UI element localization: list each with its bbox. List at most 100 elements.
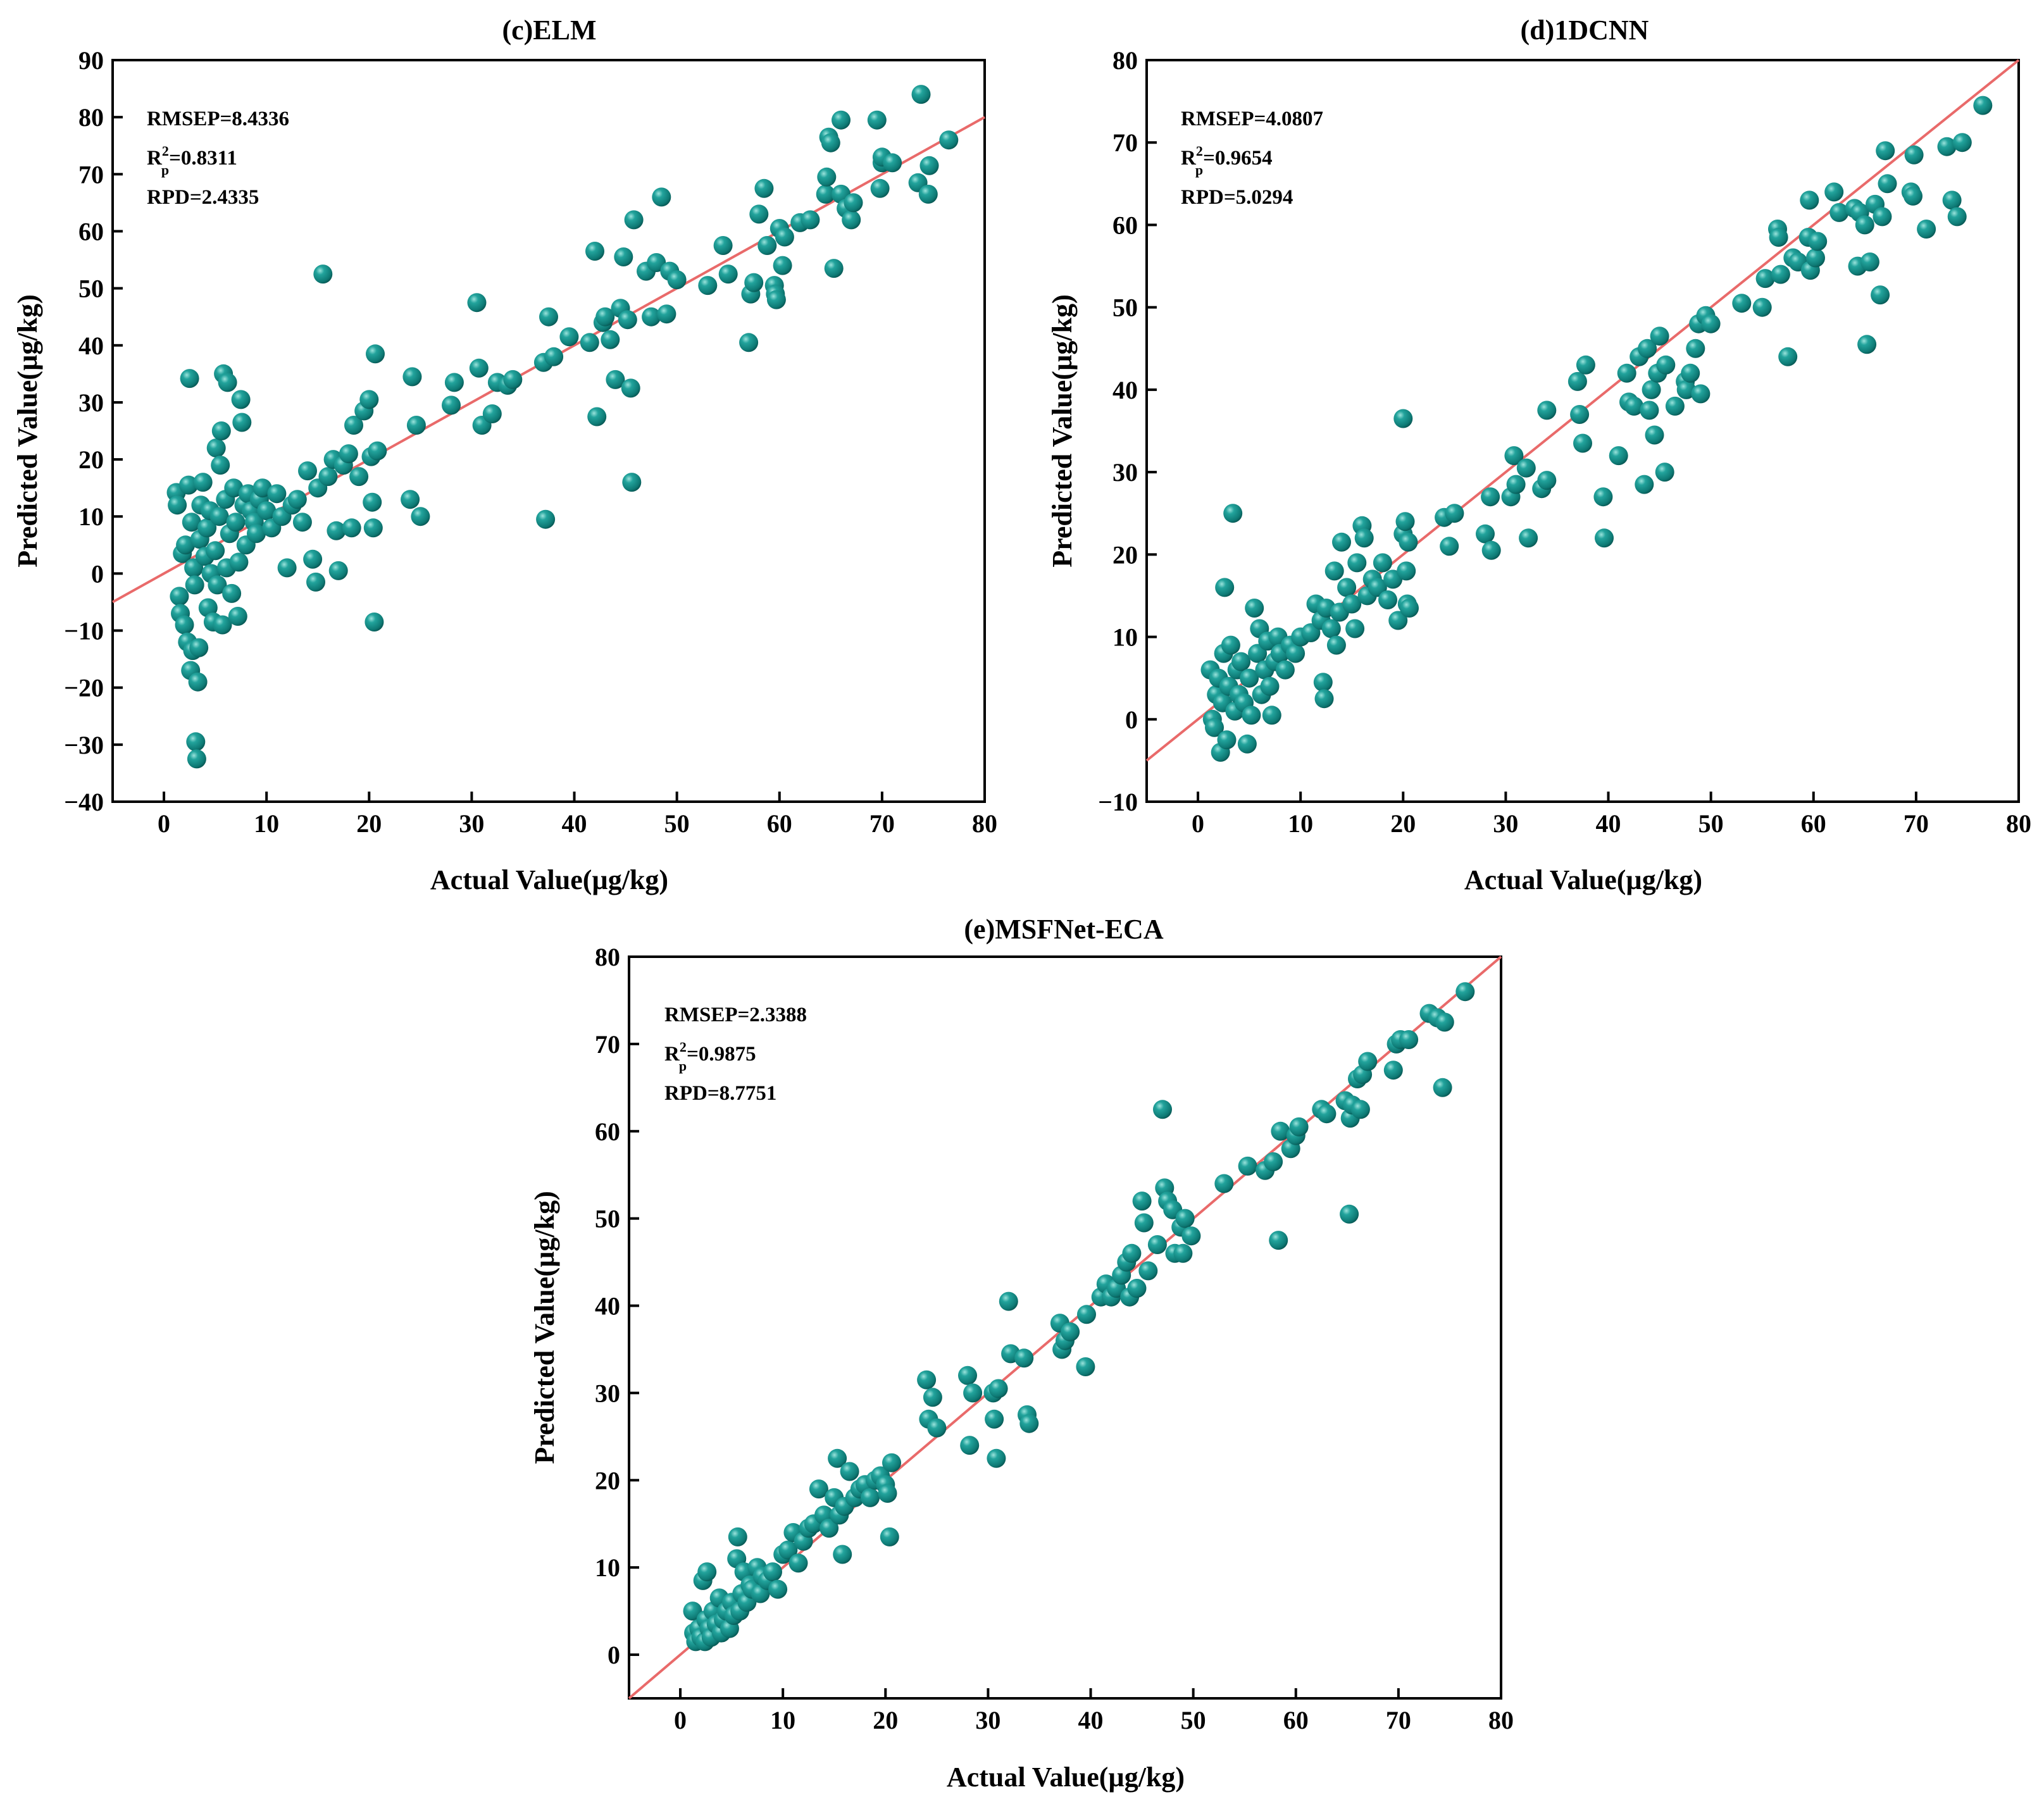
data-point	[1138, 1261, 1158, 1281]
data-point	[1691, 384, 1711, 404]
data-point	[287, 490, 307, 509]
x-tick-label: 20	[1390, 809, 1416, 838]
data-point	[601, 330, 620, 349]
data-point	[344, 416, 363, 435]
panel-1dcnn: (d)1DCNN 0 10 20 30 40 50 60 70 80 −10 0 10 20 30 40 5…	[1047, 15, 2031, 895]
data-point	[1808, 232, 1828, 251]
y-tick-label: −10	[1098, 788, 1138, 816]
data-point	[1399, 532, 1418, 552]
data-point	[313, 264, 333, 284]
y-tick-label: 0	[1125, 706, 1138, 734]
data-point	[1576, 355, 1595, 375]
x-tick-label: 80	[2006, 809, 2031, 838]
data-point	[754, 178, 774, 198]
x-ticks: 0 10 20 30 40 50 60 70 80	[1192, 792, 2031, 838]
data-point	[168, 495, 187, 515]
data-point	[778, 1540, 798, 1560]
data-point	[1476, 524, 1495, 544]
x-tick-label: 60	[1283, 1706, 1309, 1734]
data-point	[218, 373, 237, 392]
x-tick-label: 60	[767, 809, 792, 838]
data-point	[1400, 599, 1419, 618]
data-point	[1433, 1078, 1452, 1097]
data-point	[1516, 458, 1536, 478]
data-point	[1378, 590, 1397, 609]
data-point	[1937, 137, 1957, 156]
data-point	[1857, 335, 1877, 354]
data-point	[766, 290, 786, 309]
data-point	[1640, 401, 1659, 420]
data-point	[1181, 1226, 1201, 1246]
r2-subscript: p	[679, 1058, 687, 1074]
data-point	[1595, 528, 1614, 548]
data-point	[1824, 182, 1844, 202]
data-point	[211, 421, 231, 440]
data-point	[809, 1479, 828, 1499]
data-point	[206, 541, 225, 561]
x-ticks: 0 10 20 30 40 50 60 70 80	[158, 792, 997, 838]
data-point	[327, 521, 346, 540]
x-tick-label: 30	[1493, 809, 1518, 838]
data-point	[1127, 1279, 1147, 1298]
y-tick-label: 10	[78, 502, 104, 531]
y-ticks: −40 −30 −20 −10 0 10 20 30 40 50 60 70 80 90	[64, 46, 123, 816]
x-tick-label: 20	[873, 1706, 898, 1734]
data-point	[624, 210, 644, 230]
data-point	[1014, 1348, 1034, 1368]
data-point	[1686, 339, 1705, 358]
data-point	[1076, 1357, 1095, 1376]
data-point	[1952, 133, 1972, 152]
data-point	[1173, 1243, 1193, 1263]
x-tick-label: 80	[1488, 1706, 1514, 1734]
data-point	[1445, 504, 1464, 523]
data-point	[1635, 475, 1654, 494]
data-point	[1681, 363, 1700, 383]
y-tick-label: 40	[595, 1292, 620, 1321]
data-point	[292, 513, 312, 532]
x-tick-label: 80	[972, 809, 997, 838]
data-point	[1806, 248, 1825, 268]
data-point	[1638, 339, 1657, 358]
r2-label: R	[664, 1043, 680, 1066]
r2-superscript: 2	[680, 1039, 687, 1055]
data-point	[1388, 611, 1408, 630]
data-point	[861, 1488, 880, 1507]
data-point	[1645, 425, 1664, 445]
data-point	[1573, 433, 1592, 453]
data-point	[1504, 446, 1524, 466]
data-point	[1393, 409, 1413, 428]
data-point	[1314, 689, 1334, 709]
data-point	[821, 133, 840, 152]
data-point	[1215, 578, 1235, 597]
data-point	[1221, 635, 1240, 655]
data-point	[1855, 215, 1874, 235]
data-point	[883, 153, 902, 173]
data-point	[342, 518, 361, 538]
data-point	[580, 333, 599, 352]
data-point	[1262, 706, 1281, 725]
data-point	[1676, 380, 1696, 399]
y-tick-label: −20	[64, 674, 104, 702]
y-tick-label: 80	[1112, 46, 1138, 75]
data-point	[1337, 578, 1357, 597]
x-tick-label: 50	[1698, 809, 1724, 838]
data-point	[1242, 706, 1261, 725]
data-point	[817, 167, 837, 187]
data-point	[228, 607, 247, 626]
data-point	[363, 518, 383, 538]
data-point	[768, 1579, 788, 1599]
x-tick-label: 30	[975, 1706, 1000, 1734]
r2-superscript: 2	[162, 143, 169, 159]
data-point	[303, 549, 323, 569]
data-point	[763, 1562, 782, 1582]
data-point	[209, 507, 229, 526]
data-point	[987, 1448, 1006, 1468]
data-point	[206, 439, 226, 457]
r2-subscript: p	[161, 162, 169, 178]
data-point	[469, 358, 489, 378]
data-point	[1324, 561, 1344, 581]
y-axis-label: Predicted Value(µg/kg)	[1047, 294, 1078, 568]
data-point	[1755, 269, 1775, 289]
data-point	[1395, 512, 1415, 532]
